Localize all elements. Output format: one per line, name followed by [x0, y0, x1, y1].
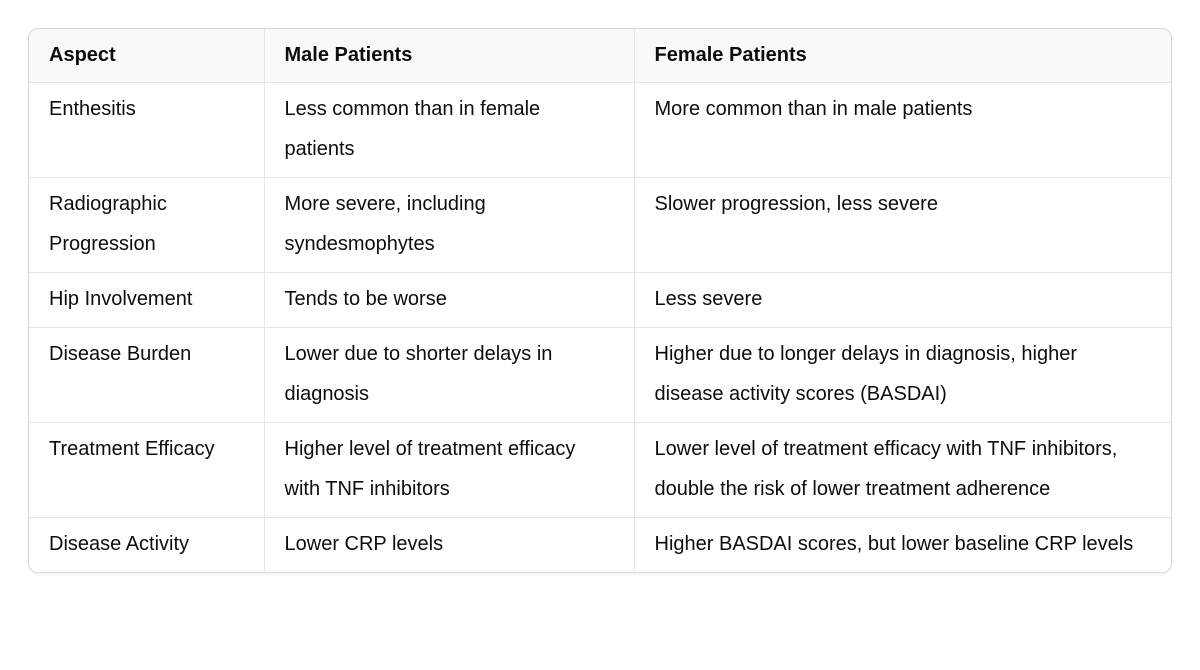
table-row: Enthesitis Less common than in female pa… — [29, 82, 1171, 178]
header-row: Aspect Male Patients Female Patients — [29, 29, 1171, 83]
table-row: Hip Involvement Tends to be worse Less s… — [29, 272, 1171, 328]
cell-aspect: Radiographic Progression — [29, 177, 265, 273]
comparison-table: Aspect Male Patients Female Patients Ent… — [28, 28, 1172, 573]
table-row: Disease Activity Lower CRP levels Higher… — [29, 517, 1171, 572]
cell-male: Higher level of treatment efficacy with … — [264, 422, 635, 518]
cell-aspect: Disease Activity — [29, 517, 265, 572]
cell-aspect: Disease Burden — [29, 327, 265, 423]
cell-male: Tends to be worse — [264, 272, 635, 328]
cell-female: Higher due to longer delays in diagnosis… — [634, 327, 1171, 423]
column-header-aspect: Aspect — [29, 29, 265, 83]
column-header-male-patients: Male Patients — [264, 29, 635, 83]
cell-female: Slower progression, less severe — [634, 177, 1171, 273]
table-row: Radiographic Progression More severe, in… — [29, 177, 1171, 273]
cell-male: Less common than in female patients — [264, 82, 635, 178]
patients-comparison-table: Aspect Male Patients Female Patients Ent… — [29, 29, 1171, 572]
cell-male: Lower CRP levels — [264, 517, 635, 572]
cell-female: More common than in male patients — [634, 82, 1171, 178]
cell-female: Less severe — [634, 272, 1171, 328]
cell-male: Lower due to shorter delays in diagnosis — [264, 327, 635, 423]
cell-female: Higher BASDAI scores, but lower baseline… — [634, 517, 1171, 572]
table-row: Treatment Efficacy Higher level of treat… — [29, 422, 1171, 518]
column-header-female-patients: Female Patients — [634, 29, 1171, 83]
cell-male: More severe, including syndesmophytes — [264, 177, 635, 273]
cell-aspect: Hip Involvement — [29, 272, 265, 328]
cell-female: Lower level of treatment efficacy with T… — [634, 422, 1171, 518]
cell-aspect: Enthesitis — [29, 82, 265, 178]
table-row: Disease Burden Lower due to shorter dela… — [29, 327, 1171, 423]
cell-aspect: Treatment Efficacy — [29, 422, 265, 518]
